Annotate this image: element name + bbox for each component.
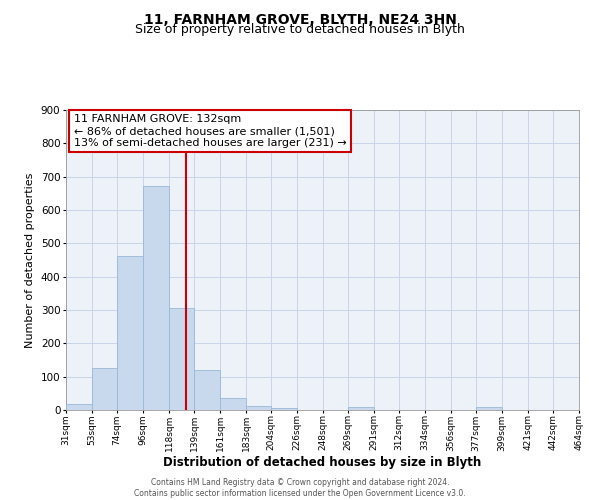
Text: Contains HM Land Registry data © Crown copyright and database right 2024.
Contai: Contains HM Land Registry data © Crown c… <box>134 478 466 498</box>
Bar <box>220 398 246 410</box>
Text: 11, FARNHAM GROVE, BLYTH, NE24 3HN: 11, FARNHAM GROVE, BLYTH, NE24 3HN <box>143 12 457 26</box>
Bar <box>92 368 117 410</box>
Bar <box>66 404 92 410</box>
Bar <box>143 186 169 410</box>
Bar <box>117 256 143 410</box>
Bar <box>246 406 271 410</box>
Bar <box>169 308 194 410</box>
Bar <box>194 370 220 410</box>
Bar <box>271 408 297 410</box>
Bar <box>348 408 374 410</box>
Y-axis label: Number of detached properties: Number of detached properties <box>25 172 35 348</box>
Text: Size of property relative to detached houses in Blyth: Size of property relative to detached ho… <box>135 22 465 36</box>
Text: 11 FARNHAM GROVE: 132sqm
← 86% of detached houses are smaller (1,501)
13% of sem: 11 FARNHAM GROVE: 132sqm ← 86% of detach… <box>74 114 346 148</box>
Bar <box>476 408 502 410</box>
X-axis label: Distribution of detached houses by size in Blyth: Distribution of detached houses by size … <box>163 456 482 469</box>
